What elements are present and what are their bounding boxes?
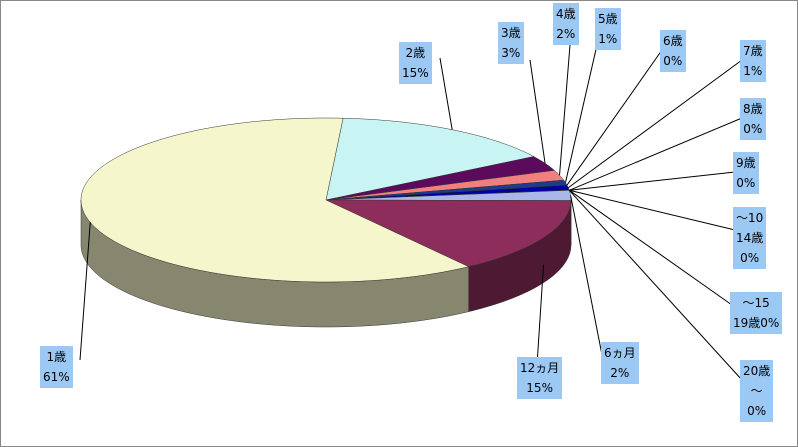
data-label: 4歳 2% (553, 3, 579, 45)
label-value: 2% (556, 27, 576, 41)
label-value: 1% (598, 32, 618, 46)
data-label: 1歳 61% (40, 346, 73, 388)
label-category: 3歳 (501, 26, 521, 40)
leader-line (570, 195, 604, 361)
leader-line (566, 49, 663, 186)
leader-line (567, 59, 743, 189)
label-category: 1歳 (46, 350, 67, 364)
leader-line (568, 189, 743, 381)
label-value: 1% (743, 64, 763, 78)
label-value: 0% (747, 404, 767, 418)
label-value: 0% (740, 251, 760, 265)
leader-line (568, 189, 733, 306)
leader-line (564, 44, 598, 183)
label-category: 2歳 (405, 46, 426, 60)
leader-line (79, 222, 91, 361)
label-category: ～10 14歳 (736, 211, 764, 245)
data-label: 20歳 ～ 0% (740, 360, 774, 422)
label-value: 3% (501, 46, 521, 60)
label-value: 61% (43, 370, 70, 384)
pie-tops (80, 117, 572, 283)
data-label: ～10 14歳 0% (733, 207, 767, 269)
pie-slice (325, 156, 556, 201)
leader-line (569, 189, 736, 231)
leader-line (536, 264, 545, 366)
data-label: ～15 19歳0% (730, 292, 783, 334)
data-label: 3歳 3% (498, 22, 524, 64)
label-category: 7歳 (743, 44, 763, 58)
data-label: 6歳 0% (660, 30, 686, 72)
label-category: 9歳 (736, 156, 756, 170)
label-category: 20歳 ～ (743, 364, 771, 398)
leader-line (569, 171, 736, 191)
label-category: ～15 19歳 (733, 296, 770, 330)
label-value: 0% (663, 54, 683, 68)
leader-line (439, 57, 453, 130)
pie-slice (325, 170, 565, 201)
label-value: 0% (736, 176, 756, 190)
label-category: 8歳 (743, 102, 763, 116)
data-label: 6ヵ月 2% (601, 342, 639, 384)
data-label: 9歳 0% (733, 152, 759, 194)
data-label: 12ヵ月 15% (517, 357, 563, 399)
label-value: 0% (743, 122, 763, 136)
label-category: 6歳 (663, 34, 683, 48)
data-label: 8歳 0% (740, 98, 766, 140)
label-value: 2% (610, 366, 630, 380)
label-category: 12ヵ月 (520, 361, 560, 375)
label-category: 6ヵ月 (604, 346, 636, 360)
label-value: 0% (760, 316, 780, 330)
data-label: 5歳 1% (595, 8, 621, 50)
label-category: 4歳 (556, 7, 576, 21)
label-value: 15% (526, 381, 553, 395)
pie-slice (325, 199, 572, 267)
leader-line (559, 44, 571, 176)
label-value: 15% (402, 66, 429, 80)
leader-line (529, 59, 546, 164)
label-category: 5歳 (598, 12, 618, 26)
data-label: 7歳 1% (740, 40, 766, 82)
leader-line (569, 117, 743, 191)
data-label: 2歳 15% (399, 42, 432, 84)
